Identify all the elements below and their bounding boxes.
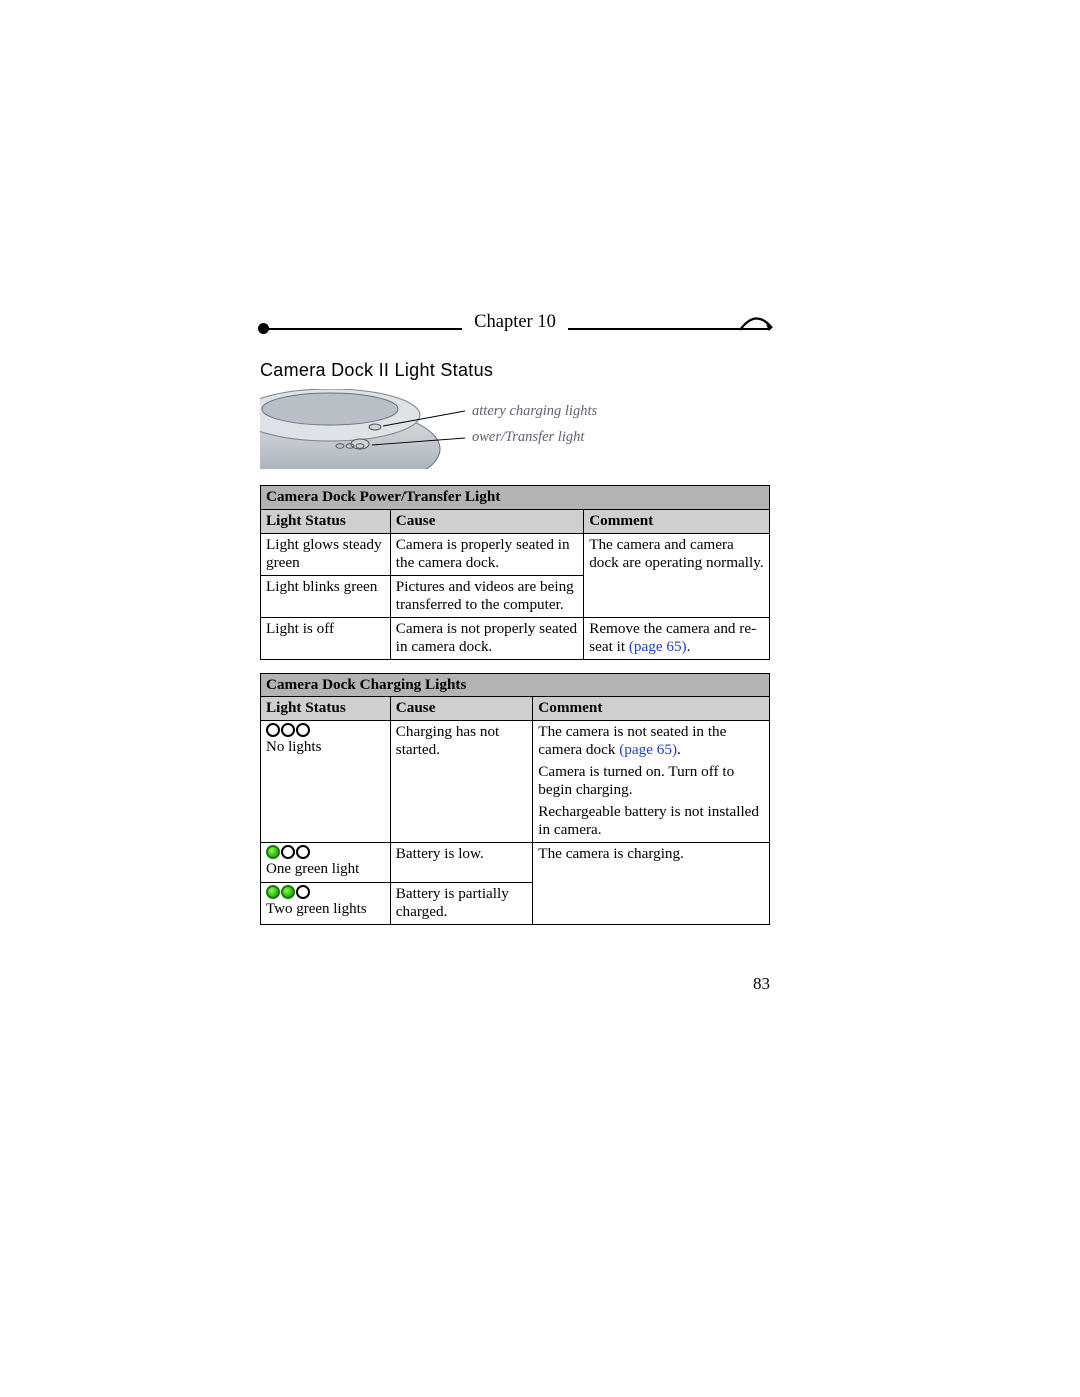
t2-r0-c1: Camera is turned on. Turn off to begin c… (538, 763, 764, 799)
t1-r0-cause: Camera is properly seated in the camera … (390, 533, 583, 575)
table1-title: Camera Dock Power/Transfer Light (261, 486, 770, 510)
t1-r2-status: Light is off (261, 617, 391, 659)
dock-illustration-icon (260, 389, 490, 469)
table-row: Light glows steady green Camera is prope… (261, 533, 770, 575)
light-indicator-icon (266, 885, 385, 899)
t1-r1-status: Light blinks green (261, 575, 391, 617)
t2-r1-caption: One green light (266, 861, 385, 879)
table2-title: Camera Dock Charging Lights (261, 673, 770, 697)
t1-r2-cause: Camera is not properly seated in camera … (390, 617, 583, 659)
t2-r0-comment: The camera is not seated in the camera d… (533, 721, 770, 843)
t2-r1-cause: Battery is low. (390, 843, 533, 883)
table-row: Light is off Camera is not properly seat… (261, 617, 770, 659)
table1-col2: Comment (584, 509, 770, 533)
light-indicator-icon (266, 723, 385, 737)
power-transfer-table: Camera Dock Power/Transfer Light Light S… (260, 485, 770, 660)
table-row: No lights Charging has not started. The … (261, 721, 770, 843)
t2-r2-caption: Two green lights (266, 901, 385, 919)
t2-r0-caption: No lights (266, 739, 385, 757)
table1-col1: Cause (390, 509, 583, 533)
table2-col1: Cause (390, 697, 533, 721)
table2-col2: Comment (533, 697, 770, 721)
t1-r1-cause: Pictures and videos are being transferre… (390, 575, 583, 617)
t2-r1-comment: The camera is charging. (533, 843, 770, 925)
t1-r2-comment: Remove the camera and re-seat it (page 6… (584, 617, 770, 659)
dock-diagram: attery charging lights ower/Transfer lig… (260, 389, 770, 471)
table-row: One green light Battery is low. The came… (261, 843, 770, 883)
diagram-label-charging: attery charging lights (472, 403, 597, 420)
diagram-label-power: ower/Transfer light (472, 429, 584, 446)
t1-r2-comment-post: . (687, 638, 691, 655)
t2-r0-c0-post: . (677, 741, 681, 758)
section-title: Camera Dock II Light Status (260, 360, 770, 381)
t2-r0-cause: Charging has not started. (390, 721, 533, 843)
page-link[interactable]: (page 65) (619, 741, 677, 758)
t2-r2-cause: Battery is partially charged. (390, 882, 533, 924)
t2-r0-status: No lights (261, 721, 391, 843)
table2-col0: Light Status (261, 697, 391, 721)
chapter-title: Chapter 10 (462, 312, 568, 333)
chapter-header: Chapter 10 (260, 318, 770, 358)
t2-r2-status: Two green lights (261, 882, 391, 924)
table1-col0: Light Status (261, 509, 391, 533)
t2-r1-status: One green light (261, 843, 391, 883)
t1-r0-comment: The camera and camera dock are operating… (584, 533, 770, 617)
light-indicator-icon (266, 845, 385, 859)
page-number: 83 (753, 974, 770, 994)
page-link[interactable]: (page 65) (629, 638, 687, 655)
manual-page: Chapter 10 Camera Dock II Light Status a… (260, 318, 770, 925)
t2-r0-c2: Rechargeable battery is not installed in… (538, 803, 764, 839)
charging-lights-table: Camera Dock Charging Lights Light Status… (260, 673, 770, 925)
t1-r0-status: Light glows steady green (261, 533, 391, 575)
